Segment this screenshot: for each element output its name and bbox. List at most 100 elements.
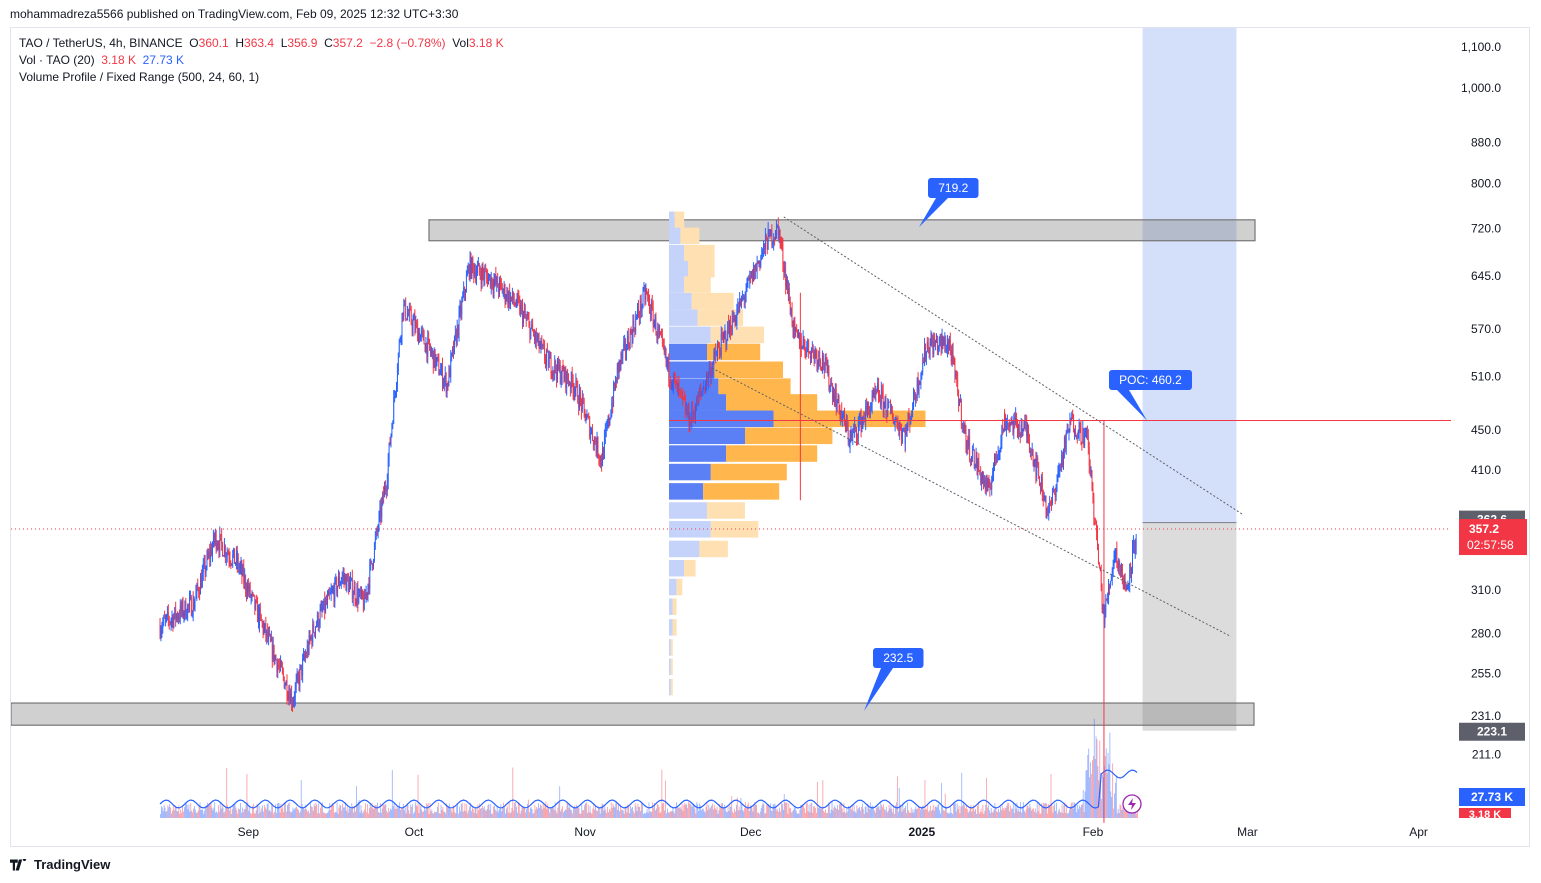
volume-bar [989,813,991,818]
candle-body [291,692,292,705]
candle-body [1075,436,1077,437]
candle-body [569,384,571,389]
candle-body [497,277,499,288]
volume-bar [1094,758,1096,818]
candle-body [1050,502,1051,504]
volume-bar [474,807,476,818]
volume-bar [920,806,922,818]
volume-bar [553,809,555,818]
volume-bar [229,806,231,818]
volume-bar [581,804,583,818]
candle-body [500,281,502,286]
candle-body [359,589,361,595]
vp-up-bar [669,463,711,481]
candle-body [776,225,777,238]
candle-body [949,340,951,350]
volume-bar [708,804,710,818]
candle-body [240,564,242,567]
volume-bar [702,808,704,818]
volume-bar [1016,802,1018,818]
volume-bar [737,810,739,818]
volume-bar [537,808,539,818]
volume-bar [502,807,504,818]
volume-bar [980,808,982,818]
volume-bar [498,809,500,818]
candle-body [244,576,246,583]
volume-bar [677,806,678,818]
vp-down-bar [699,540,728,558]
legend-symbol: TAO / TetherUS, 4h, BINANCE [19,36,183,50]
volume-bar [260,811,262,818]
candle-body [205,567,207,574]
volume-bar [680,808,682,818]
candle-body [813,350,815,359]
volume-bar [913,812,915,818]
candle-body [545,359,546,364]
chart-legend: TAO / TetherUS, 4h, BINANCE O360.1 H363.… [19,35,504,86]
candle-body [738,305,740,312]
volume-bar [850,805,851,818]
candle-body [1065,432,1067,449]
volume-bar [202,809,204,818]
candle-body [702,390,704,392]
volume-bar [697,804,699,818]
candle-body [947,342,948,350]
candle-body [1019,432,1021,438]
candle-body [374,537,376,545]
volume-bar [421,809,423,818]
chart-frame[interactable]: 719.2 232.5 POC: 460.2 1,100.0 1,000.0 880.0… [10,27,1530,847]
volume-bar [383,805,385,818]
tradingview-logo-icon [10,858,27,871]
candle-body [954,364,956,377]
volume-bar [996,811,998,818]
candle-body [378,514,380,529]
candle-body [862,417,864,421]
footer-brand[interactable]: TradingView [10,857,110,872]
candle-body [880,399,881,406]
candle-body [1093,496,1095,518]
volume-bar [777,808,779,818]
candle-body [521,305,522,306]
volume-bar [1077,805,1079,818]
candle-body [598,456,600,459]
volume-bar [602,804,604,818]
candle-body [278,664,280,667]
candle-body [190,597,191,599]
volume-bar [446,803,447,818]
volume-bar [310,806,312,818]
volume-bar [928,811,930,818]
volume-bar [837,805,838,818]
volume-bar [1101,798,1102,818]
volume-bar [514,802,516,818]
candle-body [671,385,672,387]
candle-body [668,358,670,380]
volume-bar [723,807,724,818]
volume-bar [948,813,950,818]
candle-body [592,429,593,441]
volume-bar [1117,808,1119,818]
candle-body [942,335,944,346]
volume-bar [298,812,300,818]
candle-body [737,305,739,312]
volume-bar [522,807,524,818]
volume-bar [321,802,323,818]
candle-body [331,590,333,592]
volume-bar [995,808,997,818]
volume-bar [986,777,987,818]
volume-bar [287,804,288,818]
volume-bar [1131,809,1133,818]
volume-bar [615,802,617,818]
volume-bar [561,808,562,818]
candle-body [451,353,453,357]
volume-bar [1043,802,1045,818]
volume-ma-line [159,769,1138,809]
candle-body [462,296,464,301]
candle-body [1030,451,1032,452]
vp-down-bar [710,463,787,481]
candle-body [260,614,262,621]
volume-bar [839,804,840,818]
volume-bar [569,805,571,818]
candle-body [948,342,949,349]
candle-body [1087,429,1088,437]
